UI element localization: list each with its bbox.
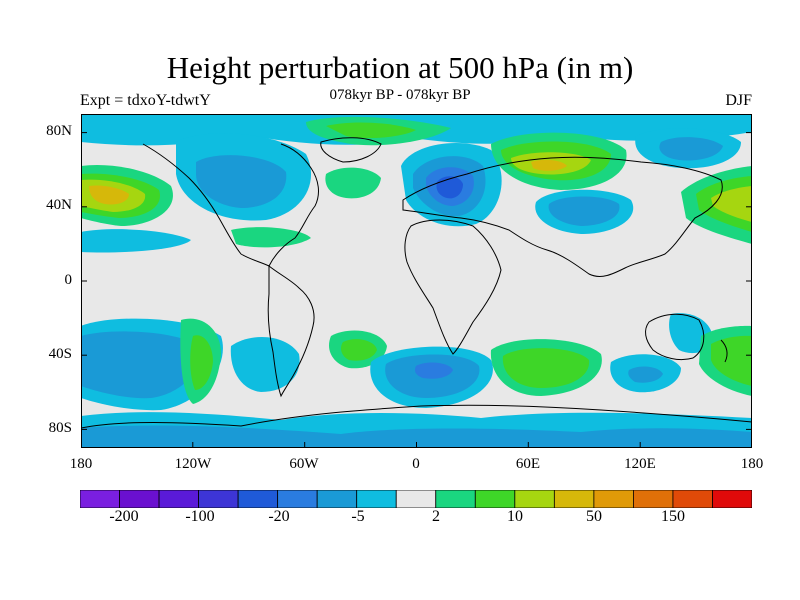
anomaly-region bbox=[548, 196, 620, 226]
anomaly-region bbox=[711, 186, 752, 222]
lat-label-80s: 80S bbox=[48, 420, 72, 436]
axis-ticks bbox=[81, 132, 752, 448]
colorbar-label: 150 bbox=[661, 508, 685, 525]
colorbar-swatch bbox=[158, 490, 199, 508]
coastline-antarctica bbox=[81, 404, 752, 429]
anomaly-region bbox=[196, 155, 287, 208]
colorbar-swatch bbox=[435, 490, 476, 508]
anomaly-region bbox=[502, 348, 590, 388]
coastlines bbox=[81, 137, 752, 429]
lon-label-120w: 120W bbox=[174, 456, 212, 472]
colorbar-label: -100 bbox=[185, 508, 215, 525]
colorbar-swatch bbox=[633, 490, 674, 508]
colorbar-label: 50 bbox=[586, 508, 602, 525]
lon-label-180w: 180 bbox=[69, 456, 93, 472]
anomaly-region bbox=[230, 336, 300, 392]
colorbar-swatch bbox=[277, 490, 318, 508]
anomaly-region bbox=[325, 167, 381, 199]
coastline-australia bbox=[645, 313, 705, 361]
lat-label-0: 0 bbox=[64, 272, 73, 288]
chart-subtitle: 078kyr BP - 078kyr BP bbox=[329, 87, 471, 103]
anomaly-region bbox=[711, 335, 752, 386]
colorbar-swatch bbox=[593, 490, 634, 508]
lon-label-120e: 120E bbox=[624, 456, 656, 472]
anomaly-region bbox=[659, 137, 723, 161]
lat-label-80n: 80N bbox=[46, 123, 72, 139]
anomaly-fields bbox=[81, 114, 752, 448]
experiment-label: Expt = tdxoY-tdwtY bbox=[80, 92, 211, 109]
lat-label-40s: 40S bbox=[48, 346, 72, 362]
coastline-new-zealand bbox=[720, 339, 728, 363]
anomaly-region bbox=[414, 362, 453, 379]
colorbar-swatch bbox=[514, 490, 555, 508]
colorbar bbox=[80, 490, 752, 508]
colorbar-swatch bbox=[80, 490, 120, 508]
anomaly-region bbox=[436, 176, 463, 199]
anomaly-region bbox=[81, 425, 752, 448]
anomaly-region bbox=[81, 331, 200, 399]
anomaly-region bbox=[89, 185, 129, 205]
colorbar-swatch bbox=[474, 490, 516, 508]
colorbar-swatch bbox=[356, 490, 397, 508]
colorbar-swatch bbox=[316, 490, 358, 508]
colorbar-label: -5 bbox=[351, 508, 365, 525]
anomaly-region bbox=[341, 339, 377, 361]
lon-label-180e: 180 bbox=[740, 456, 764, 472]
lon-label-60w: 60W bbox=[289, 456, 319, 472]
chart-title: Height perturbation at 500 hPa (in m) bbox=[166, 50, 634, 85]
colorbar-label: 10 bbox=[507, 508, 523, 525]
coastline-south-america bbox=[267, 264, 315, 398]
anomaly-region bbox=[531, 159, 567, 171]
anomaly-region bbox=[326, 122, 416, 138]
anomaly-region bbox=[628, 366, 663, 383]
coastline-africa bbox=[404, 219, 502, 355]
colorbar-swatch bbox=[672, 490, 713, 508]
colorbar-swatch bbox=[712, 490, 752, 508]
coastline-eurasia bbox=[402, 156, 723, 277]
anomaly-region bbox=[190, 335, 213, 390]
colorbar-swatch bbox=[198, 490, 239, 508]
colorbar-swatch bbox=[119, 490, 160, 508]
colorbar-label: -200 bbox=[109, 508, 139, 525]
colorbar-swatch bbox=[237, 490, 279, 508]
season-label: DJF bbox=[725, 92, 752, 109]
lat-label-40n: 40N bbox=[46, 197, 72, 213]
lon-label-0: 0 bbox=[412, 456, 420, 472]
anomaly-region bbox=[231, 227, 311, 248]
colorbar-label: -20 bbox=[268, 508, 290, 525]
map-plot-area bbox=[81, 114, 752, 448]
colorbar-swatch bbox=[553, 490, 595, 508]
colorbar-swatch bbox=[395, 490, 437, 508]
coastline-greenland bbox=[320, 137, 382, 163]
colorbar-label: 2 bbox=[432, 508, 440, 525]
lon-label-60e: 60E bbox=[515, 456, 541, 472]
anomaly-region bbox=[81, 229, 191, 253]
